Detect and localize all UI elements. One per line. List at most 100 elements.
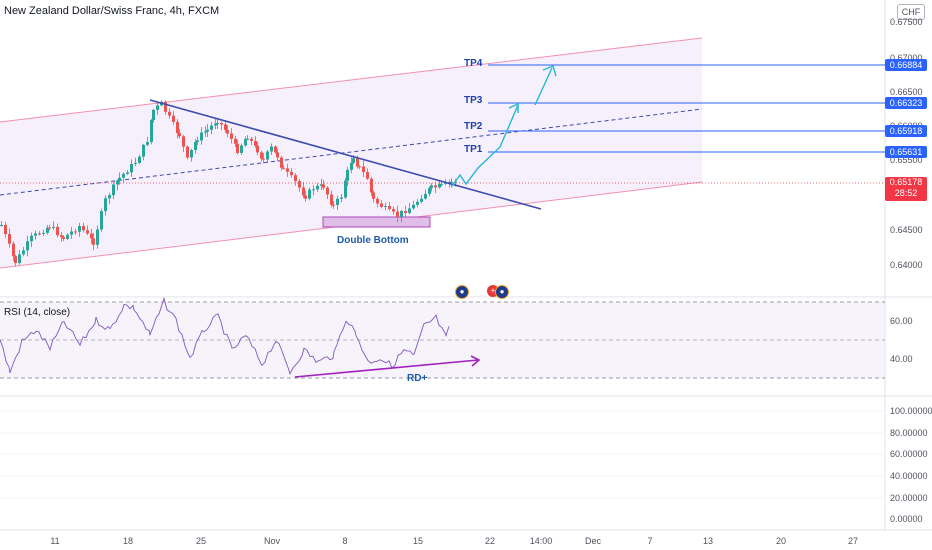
candle [126, 172, 129, 174]
rsi-line[interactable] [0, 296, 450, 375]
candle [224, 124, 227, 130]
candle [204, 131, 207, 133]
candle [236, 143, 239, 153]
tp2-label[interactable]: TP2 [464, 121, 483, 132]
price-axis-label: 0.67500 [890, 17, 923, 27]
candle [332, 204, 335, 206]
candle [412, 204, 415, 209]
candle [18, 254, 21, 263]
candle [176, 121, 179, 134]
event-icon[interactable]: ● [455, 285, 469, 299]
candle [156, 105, 159, 110]
double-bottom-label[interactable]: Double Bottom [337, 235, 409, 246]
double-bottom-box[interactable] [322, 216, 431, 228]
candle [62, 236, 65, 239]
candle [280, 157, 283, 168]
candle [46, 227, 49, 233]
tp1-price-tag: 0.65631 [885, 146, 927, 158]
candle [78, 225, 81, 232]
candle [196, 140, 199, 143]
candle [172, 115, 175, 122]
candle [134, 162, 137, 164]
tp4-label[interactable]: TP4 [464, 58, 483, 69]
candle [260, 152, 263, 159]
candle [266, 151, 269, 160]
chart-title[interactable]: New Zealand Dollar/Swiss Franc, 4h, FXCM [4, 5, 220, 17]
candle [450, 181, 453, 183]
candle [420, 198, 423, 202]
candle [244, 138, 247, 146]
projection-path[interactable] [451, 104, 519, 187]
price-axis-label: 0.67000 [890, 53, 923, 63]
candle [320, 184, 323, 186]
candle [350, 162, 353, 170]
candle [372, 192, 375, 199]
time-axis-label: 25 [195, 536, 207, 546]
candle [194, 142, 197, 151]
rsi-axis-label: 40.00 [890, 354, 913, 364]
candle [240, 145, 243, 153]
candle [234, 138, 237, 144]
candle [26, 241, 29, 251]
tp4-price-tag: 0.66884 [885, 59, 927, 71]
candle [308, 189, 311, 199]
candle [298, 181, 301, 188]
candle [404, 211, 407, 213]
projection-path-2[interactable] [534, 67, 553, 106]
candle [326, 187, 329, 195]
current-price-tag: 0.65178 28:52 [885, 177, 927, 201]
tp1-label[interactable]: TP1 [464, 144, 483, 155]
price-channel-fill [0, 38, 702, 268]
candle [230, 133, 233, 139]
candle [48, 227, 51, 229]
time-axis-label: 18 [122, 536, 134, 546]
time-axis-label: Dec [584, 536, 602, 546]
candle [178, 133, 181, 137]
candle [254, 140, 257, 146]
time-axis-label: 14:00 [529, 536, 553, 546]
candle [286, 168, 289, 172]
rsi-indicator-label[interactable]: RSI (14, close) [4, 307, 71, 318]
lower-axis-label: 20.00000 [890, 493, 928, 503]
channel-upper-line[interactable] [0, 37, 703, 123]
tp3-price-tag: 0.66323 [885, 97, 927, 109]
candle [142, 144, 145, 157]
rsi-divergence-arrowhead [470, 355, 481, 367]
candle [396, 211, 399, 218]
candle [362, 166, 365, 173]
candle [210, 125, 213, 130]
channel-mid-line[interactable] [0, 108, 703, 196]
candle [408, 208, 411, 213]
currency-badge[interactable]: CHF [897, 4, 925, 20]
lower-axis-label: 100.00000 [890, 406, 932, 416]
candle [448, 182, 451, 184]
candle [380, 203, 383, 207]
tp3-label[interactable]: TP3 [464, 95, 483, 106]
time-axis-label: 7 [647, 536, 653, 546]
candle [384, 206, 387, 208]
tp2-price-tag: 0.65918 [885, 125, 927, 137]
event-icon[interactable]: ● [495, 285, 509, 299]
price-axis-label: 0.65500 [890, 155, 923, 165]
candle [60, 235, 63, 237]
candle [358, 166, 361, 168]
candle [336, 198, 339, 206]
projection-arrowhead-1 [508, 102, 519, 113]
candle [164, 101, 167, 112]
candle [302, 187, 305, 196]
candle [322, 184, 325, 188]
rsi-divergence-line[interactable] [294, 359, 479, 378]
candle [152, 109, 155, 120]
projection-arrowhead-2 [542, 65, 557, 77]
lower-axis-label: 80.00000 [890, 428, 928, 438]
candle [344, 180, 347, 198]
candle [108, 195, 111, 199]
candle [104, 198, 107, 212]
candle [282, 167, 285, 169]
rsi-divergence-label[interactable]: RD+ [407, 373, 428, 384]
descending-trendline[interactable] [149, 99, 542, 210]
rsi-axis-label: 60.00 [890, 316, 913, 326]
lower-axis-label: 40.00000 [890, 471, 928, 481]
